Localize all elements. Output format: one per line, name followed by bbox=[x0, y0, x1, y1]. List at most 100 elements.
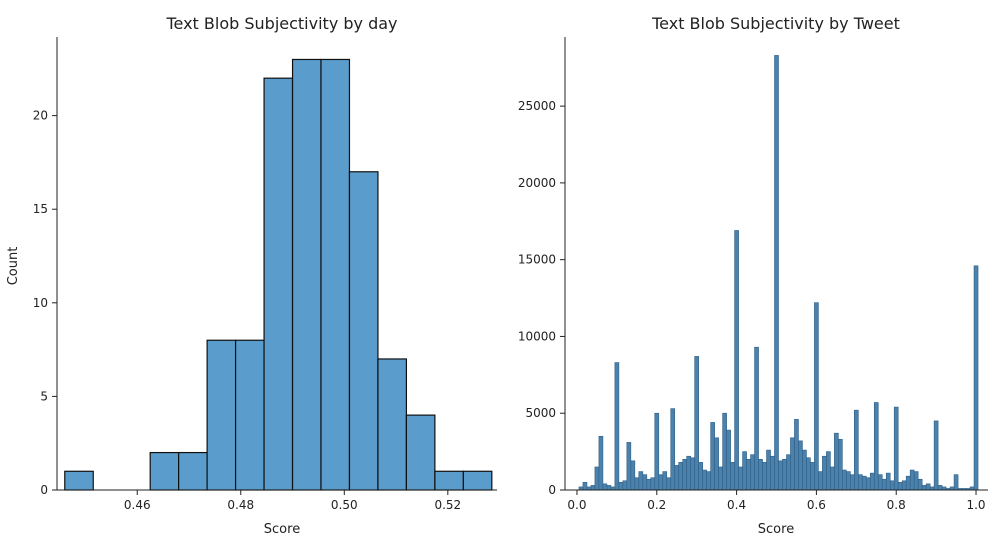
histogram-bar bbox=[714, 437, 719, 491]
histogram-bar bbox=[658, 474, 664, 491]
x-tick-label: 0.2 bbox=[647, 498, 666, 512]
histogram-bar bbox=[881, 478, 887, 491]
histogram-bar bbox=[818, 471, 823, 491]
histogram-bar bbox=[730, 462, 735, 491]
histogram-bar bbox=[149, 451, 180, 491]
histogram-bar bbox=[582, 482, 588, 491]
histogram-bar bbox=[662, 471, 668, 491]
y-tick-label: 25000 bbox=[518, 99, 556, 113]
histogram-bar bbox=[291, 58, 322, 491]
histogram-bar bbox=[622, 480, 628, 491]
histogram-bar bbox=[973, 265, 979, 491]
x-tick-label: 1.0 bbox=[966, 498, 985, 512]
histogram-bar bbox=[698, 462, 703, 491]
x-tick-label: 0.48 bbox=[227, 498, 254, 512]
histogram-bar bbox=[826, 451, 831, 491]
histogram-bar bbox=[263, 77, 294, 491]
histogram-bar bbox=[754, 346, 759, 491]
histogram-by-day: Text Blob Subjectivity by day Score Coun… bbox=[6, 14, 497, 537]
y-axis-label-day: Count bbox=[6, 247, 21, 286]
histogram-bar bbox=[937, 485, 943, 491]
histogram-bar bbox=[690, 457, 695, 491]
histogram-bar bbox=[722, 412, 727, 491]
histogram-bar bbox=[850, 474, 855, 491]
histogram-bar bbox=[746, 458, 751, 491]
histogram-bar bbox=[921, 485, 927, 491]
histogram-bar bbox=[933, 420, 939, 491]
histogram-bar bbox=[830, 466, 835, 491]
x-axis-label-day: Score bbox=[264, 522, 300, 537]
histogram-bar bbox=[738, 466, 743, 491]
histogram-bar bbox=[814, 302, 819, 491]
histogram-bar bbox=[865, 477, 871, 491]
histogram-bar bbox=[750, 454, 755, 491]
histogram-bar bbox=[598, 435, 604, 491]
histogram-bar bbox=[846, 471, 851, 491]
histogram-bar bbox=[762, 462, 767, 491]
histogram-bar bbox=[234, 339, 265, 491]
histogram-bar bbox=[178, 451, 208, 491]
histogram-bar bbox=[858, 474, 863, 491]
y-tick-label: 5000 bbox=[525, 406, 556, 420]
histogram-bar bbox=[678, 462, 684, 491]
histogram-bar bbox=[782, 458, 787, 491]
histogram-bar bbox=[594, 466, 600, 491]
x-axis-label-tweet: Score bbox=[758, 522, 794, 537]
histogram-bar bbox=[901, 480, 907, 491]
histogram-bar bbox=[64, 470, 94, 491]
histogram-bar bbox=[405, 414, 436, 491]
chart-title-tweet: Text Blob Subjectivity by Tweet bbox=[651, 14, 900, 33]
histogram-bar bbox=[650, 477, 656, 491]
x-tick-label: 0.0 bbox=[567, 498, 586, 512]
x-tick-label: 0.52 bbox=[434, 498, 461, 512]
chart-title-day: Text Blob Subjectivity by day bbox=[165, 14, 397, 33]
y-tick-label: 5 bbox=[40, 389, 48, 403]
bars-day bbox=[64, 58, 493, 491]
histogram-bar bbox=[854, 409, 859, 491]
histogram-by-tweet: Text Blob Subjectivity by Tweet Score 0.… bbox=[518, 14, 988, 537]
histogram-bar bbox=[873, 402, 879, 491]
x-tick-label: 0.4 bbox=[727, 498, 746, 512]
histogram-bar bbox=[889, 480, 895, 491]
histogram-bar bbox=[909, 469, 915, 491]
histogram-bar bbox=[602, 483, 608, 491]
histogram-bar bbox=[778, 460, 783, 491]
histogram-bar bbox=[794, 419, 799, 491]
ticks-day: 0.46 0.48 0.50 0.52 0 5 10 15 20 bbox=[33, 109, 461, 512]
histogram-bar bbox=[710, 422, 715, 491]
histogram-bar bbox=[822, 455, 827, 491]
histogram-bar bbox=[790, 437, 795, 491]
y-tick-label: 20000 bbox=[518, 176, 556, 190]
histogram-bar bbox=[702, 469, 707, 491]
histogram-bar bbox=[917, 478, 923, 491]
histogram-bar bbox=[630, 460, 636, 491]
x-tick-label: 0.50 bbox=[331, 498, 358, 512]
histogram-bar bbox=[758, 458, 763, 491]
histogram-bar bbox=[877, 474, 883, 491]
histogram-bar bbox=[654, 412, 660, 491]
histogram-bar bbox=[642, 474, 648, 491]
histogram-bar bbox=[802, 449, 807, 491]
histogram-bar bbox=[766, 449, 771, 491]
histogram-bar bbox=[666, 477, 672, 491]
histogram-bar bbox=[686, 455, 692, 491]
histogram-bar bbox=[734, 230, 739, 491]
histogram-bar bbox=[806, 457, 811, 491]
histogram-bar bbox=[674, 465, 680, 491]
histogram-bar bbox=[206, 339, 237, 491]
histogram-bar bbox=[861, 475, 867, 491]
y-tick-label: 20 bbox=[33, 109, 48, 123]
histogram-bar bbox=[434, 470, 464, 491]
histogram-bar bbox=[694, 356, 699, 491]
histogram-bar bbox=[842, 469, 847, 491]
histogram-bar bbox=[742, 451, 747, 491]
histogram-bar bbox=[726, 429, 731, 491]
ticks-tweet: 0.0 0.2 0.4 0.6 0.8 1.0 0 5000 10000 15000 20000 25… bbox=[518, 99, 986, 512]
histogram-bar bbox=[810, 462, 815, 491]
histogram-bar bbox=[618, 482, 624, 491]
histogram-bar bbox=[614, 362, 620, 491]
histogram-bar bbox=[869, 472, 875, 491]
histogram-bar bbox=[925, 483, 931, 491]
histogram-bar bbox=[606, 485, 612, 491]
